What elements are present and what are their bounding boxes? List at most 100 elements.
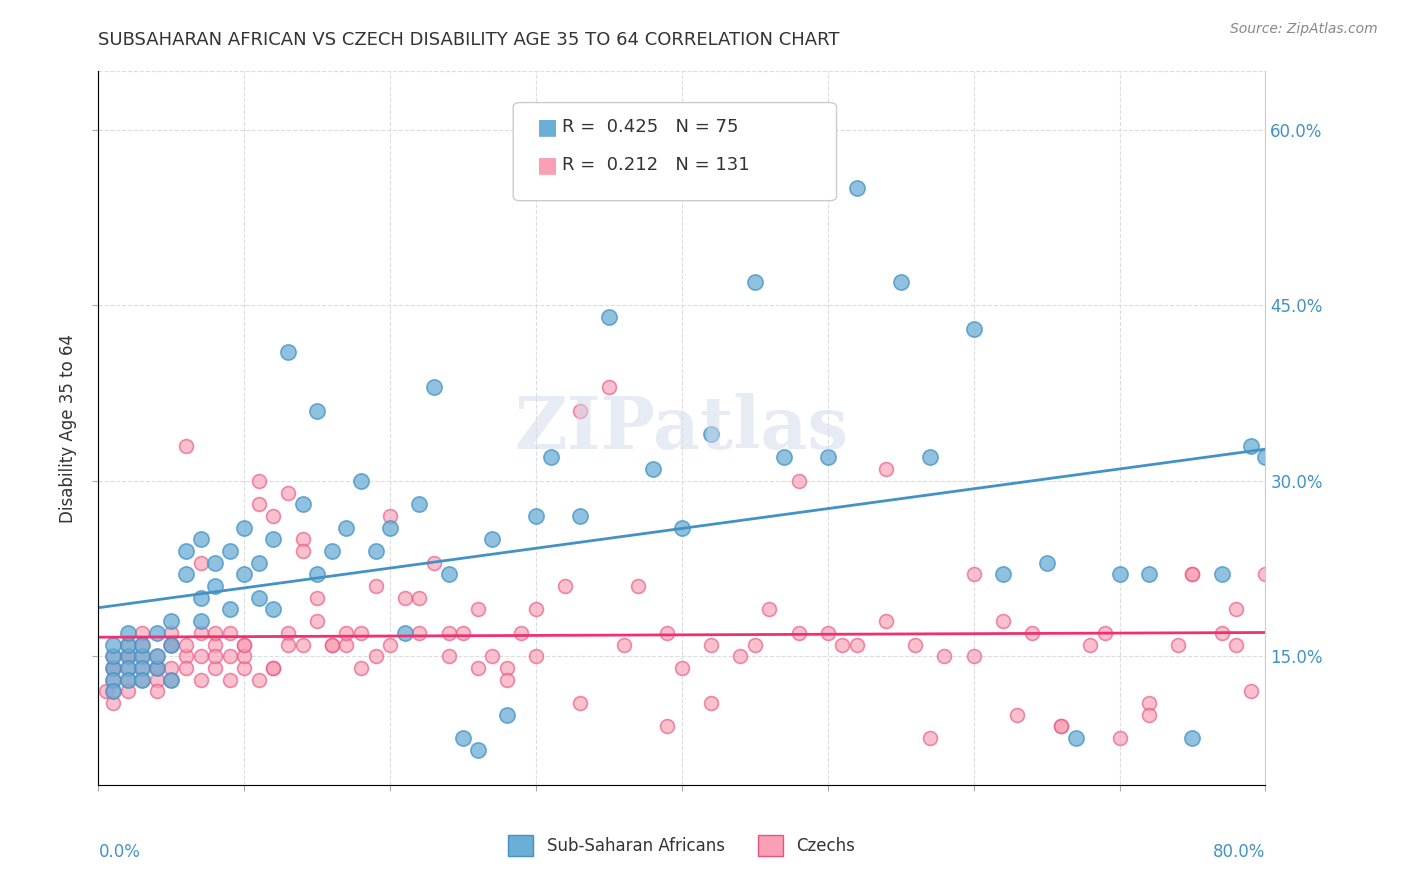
Point [94,684,117,698]
Point [481,533,503,547]
Point [350,626,373,640]
Point [510,626,533,640]
Point [247,497,270,511]
Point [524,649,547,664]
Point [101,673,124,687]
Point [437,649,460,664]
Point [700,696,723,710]
Point [962,649,984,664]
Point [408,497,430,511]
Point [875,462,897,476]
Point [568,508,591,523]
Point [101,649,124,664]
Point [568,696,591,710]
Point [423,380,446,394]
Point [1225,602,1247,616]
Point [554,579,576,593]
Point [1094,626,1116,640]
Point [190,673,212,687]
Text: 80.0%: 80.0% [1213,843,1265,861]
Point [101,661,124,675]
Point [247,591,270,605]
Y-axis label: Disability Age 35 to 64: Disability Age 35 to 64 [59,334,77,523]
Point [1007,707,1029,722]
Point [627,579,650,593]
Point [408,626,430,640]
Point [524,508,547,523]
Point [612,638,634,652]
Point [233,638,256,652]
Point [131,673,153,687]
Point [131,638,153,652]
Point [307,403,329,417]
Point [364,544,387,558]
Point [204,556,226,570]
Point [277,638,299,652]
Point [1108,567,1130,582]
Point [918,450,941,465]
Point [101,649,124,664]
Point [335,520,357,534]
Point [204,661,226,675]
Point [657,719,679,733]
Point [277,345,299,359]
Point [321,638,343,652]
Point [1211,567,1233,582]
Point [380,508,402,523]
Point [218,673,240,687]
Point [101,696,124,710]
Point [962,322,984,336]
Point [598,380,620,394]
Point [190,649,212,664]
Point [744,638,766,652]
Point [467,602,489,616]
Point [1137,567,1160,582]
Point [117,661,139,675]
Point [117,626,139,640]
Point [1035,556,1057,570]
Point [1050,719,1073,733]
Point [262,602,284,616]
Point [101,684,124,698]
Point [101,661,124,675]
Text: R =  0.212   N = 131: R = 0.212 N = 131 [562,156,749,174]
Point [174,544,197,558]
Point [423,556,446,570]
Point [233,661,256,675]
Point [190,626,212,640]
Point [1211,626,1233,640]
Text: SUBSAHARAN AFRICAN VS CZECH DISABILITY AGE 35 TO 64 CORRELATION CHART: SUBSAHARAN AFRICAN VS CZECH DISABILITY A… [98,31,839,49]
Point [247,474,270,488]
Point [218,626,240,640]
Point [904,638,927,652]
Point [101,673,124,687]
Point [291,544,314,558]
Point [262,661,284,675]
Point [1254,567,1277,582]
Point [101,661,124,675]
Point [174,638,197,652]
Point [291,638,314,652]
Point [817,450,839,465]
Point [335,626,357,640]
Point [1050,719,1073,733]
Point [394,591,416,605]
Point [846,181,869,195]
Point [190,591,212,605]
Point [117,673,139,687]
Point [744,275,766,289]
Point [700,638,723,652]
Text: 0.0%: 0.0% [98,843,141,861]
Point [146,661,169,675]
Point [190,614,212,628]
Point [481,649,503,664]
Point [146,661,169,675]
Point [174,661,197,675]
Point [174,649,197,664]
Point [117,684,139,698]
Point [204,579,226,593]
Point [1108,731,1130,746]
Point [1181,731,1204,746]
Point [787,626,810,640]
Point [700,427,723,442]
